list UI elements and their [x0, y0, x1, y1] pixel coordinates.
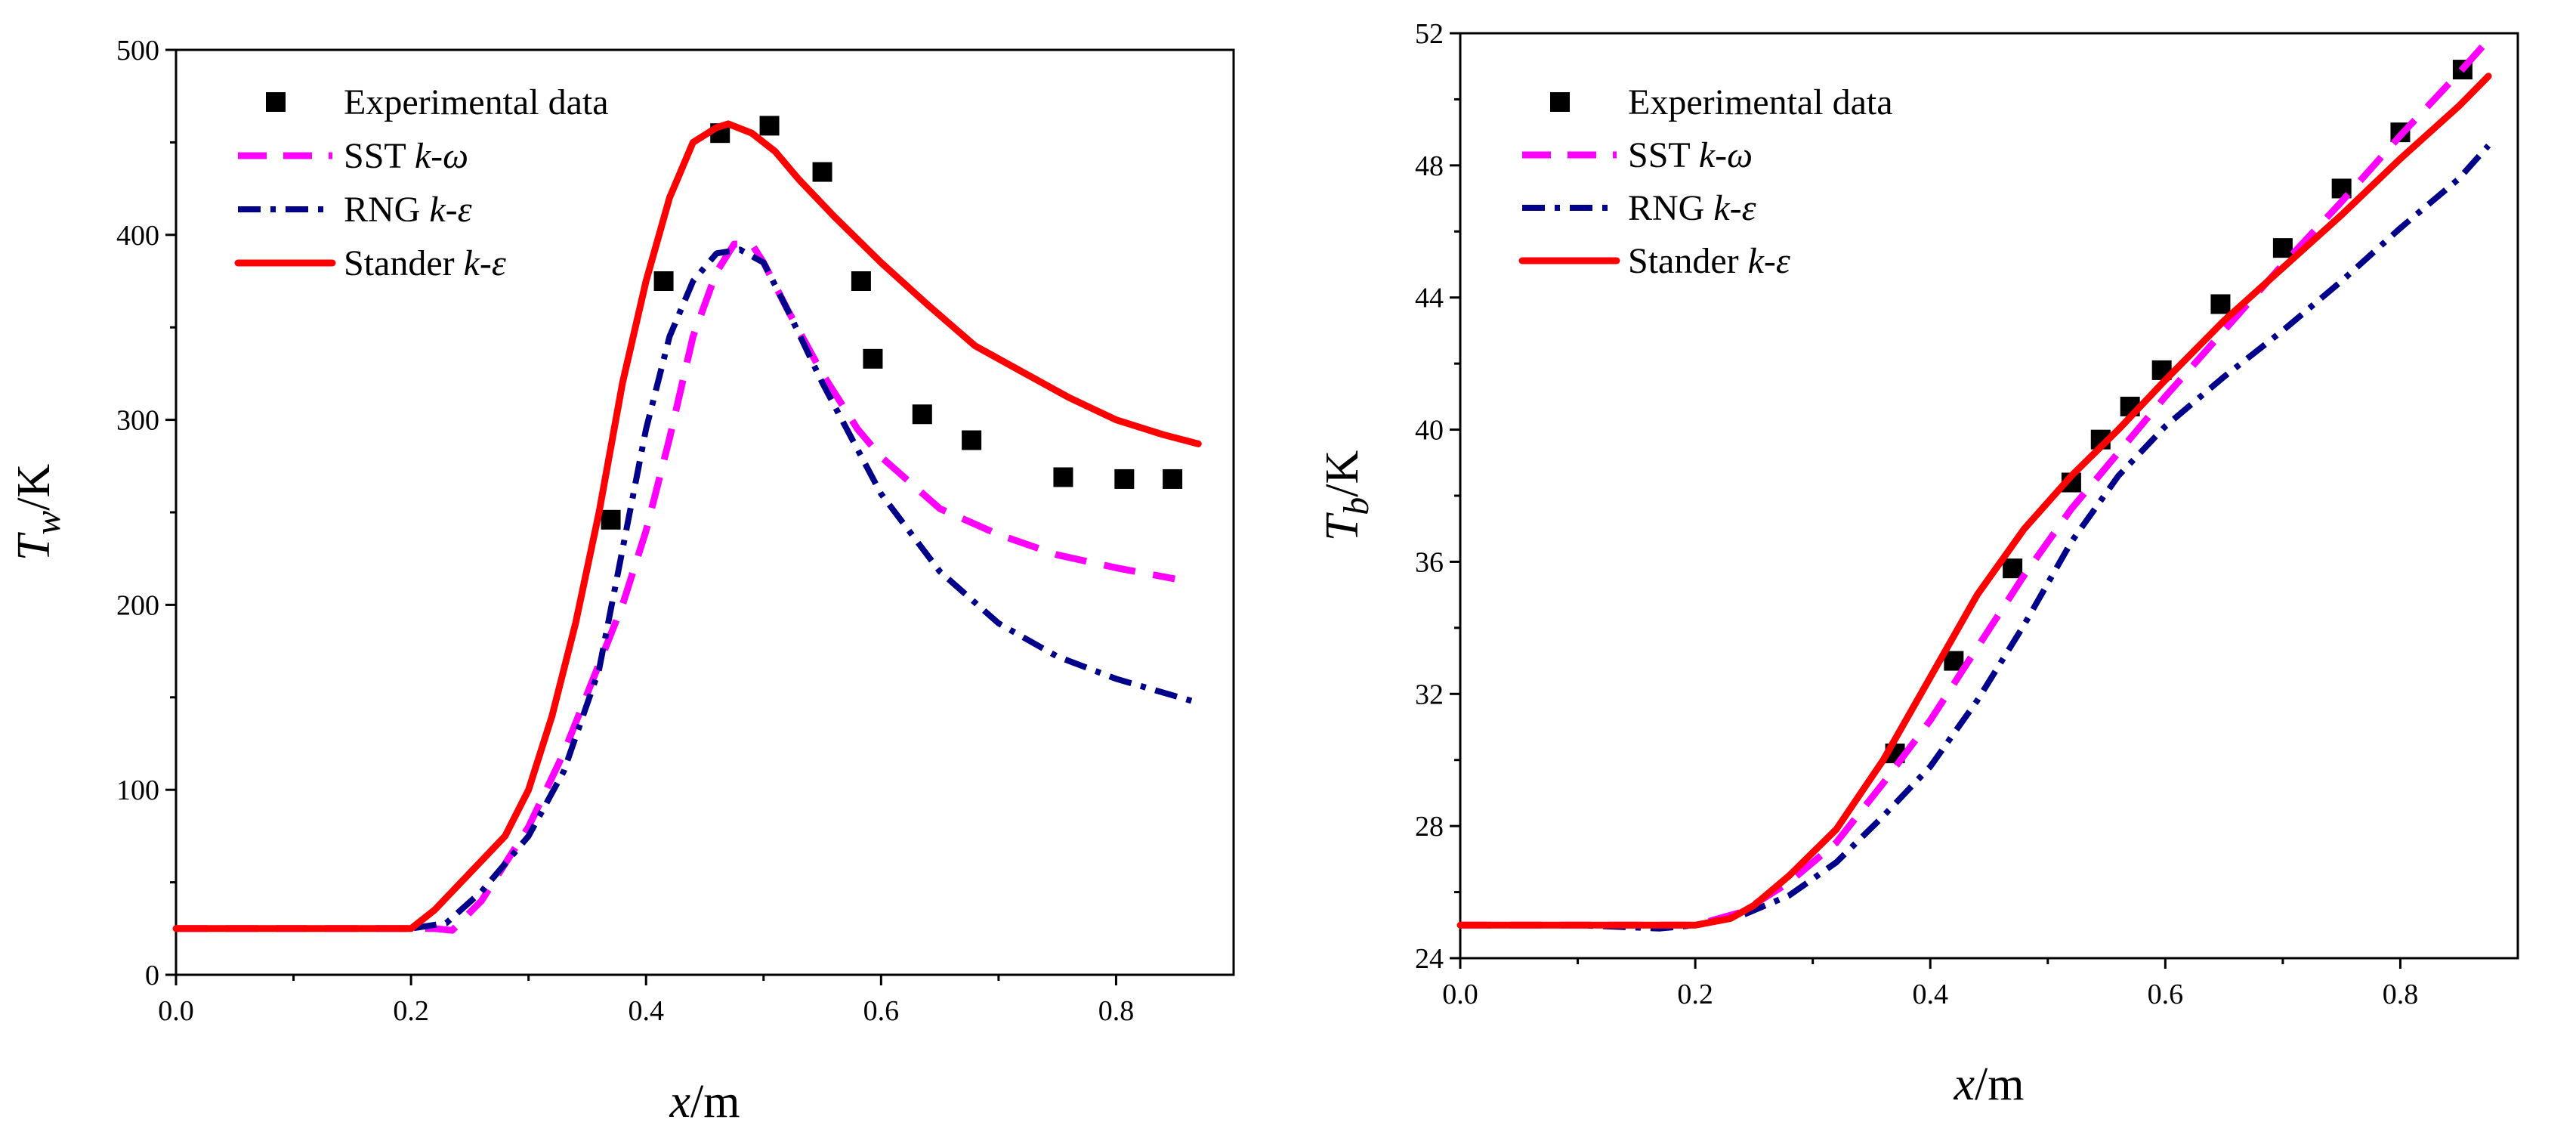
- legend-label-std: Stander k-ε: [1628, 241, 1790, 281]
- plot-frame-right: [1459, 32, 2519, 960]
- y-tick-label: 28: [1415, 811, 1444, 843]
- y-tick-label: 100: [116, 775, 159, 806]
- y-tick-label: 32: [1415, 679, 1444, 710]
- legend-marker-exp: [1550, 92, 1570, 112]
- ticks-right: 0.0 0.2 0.4 0.6 0.8 24 28 32 36 40 44 48 52: [1415, 18, 2418, 1010]
- series-line-sst: [176, 240, 1176, 934]
- experimental-point: [912, 404, 932, 425]
- legend-label-rng: RNG k-ε: [344, 190, 472, 230]
- y-tick-label: 300: [116, 405, 159, 437]
- experimental-point: [962, 430, 982, 450]
- series-line-rng: [176, 246, 1200, 932]
- x-tick-label: 0.4: [1912, 979, 1948, 1010]
- series-line-sst: [1460, 37, 2491, 929]
- experimental-point: [653, 271, 674, 291]
- legend-label-exp: Experimental data: [344, 82, 609, 122]
- series-line-std: [1456, 73, 2492, 929]
- experimental-point: [1114, 469, 1135, 489]
- y-tick-label: 200: [116, 589, 159, 621]
- experimental-point: [1163, 469, 1183, 489]
- y-axis-title: Tw/K: [8, 464, 68, 561]
- y-tick-label: 500: [116, 35, 159, 66]
- experimental-point: [851, 271, 871, 291]
- experimental-point: [812, 162, 832, 182]
- experimental-point: [601, 509, 621, 530]
- y-tick-label: 48: [1415, 150, 1444, 182]
- y-tick-label: 0: [145, 960, 159, 991]
- x-tick-label: 0.6: [863, 995, 900, 1027]
- axis-titles-right: x/m Tb/K: [1317, 450, 2024, 1110]
- legend-marker-exp: [266, 92, 286, 112]
- x-tick-label: 0.2: [393, 995, 429, 1027]
- experimental-point: [1053, 467, 1073, 487]
- legend-left: Experimental data SST k-ω RNG k-ε Stander k…: [234, 82, 609, 283]
- chart-left: 0.0 0.2 0.4 0.6 0.8 0 100 200 300 400 500 Experime…: [8, 35, 1235, 1127]
- plot-frame-left: [175, 48, 1235, 976]
- series-right: [1456, 37, 2492, 932]
- y-tick-label: 40: [1415, 415, 1444, 447]
- y-tick-label: 24: [1415, 943, 1444, 975]
- experimental-point: [863, 348, 883, 369]
- x-tick-label: 0.8: [2383, 979, 2419, 1010]
- legend-label-exp: Experimental data: [1628, 82, 1893, 122]
- chart-right: 0.0 0.2 0.4 0.6 0.8 24 28 32 36 40 44 48 52 Experime…: [1317, 18, 2519, 1110]
- experimental-point: [2210, 294, 2231, 314]
- x-axis-title: x/m: [669, 1076, 740, 1127]
- x-tick-label: 0.8: [1098, 995, 1135, 1027]
- legend-label-std: Stander k-ε: [344, 243, 506, 283]
- y-tick-label: 36: [1415, 546, 1444, 578]
- ticks-left: 0.0 0.2 0.4 0.6 0.8 0 100 200 300 400 500: [116, 35, 1134, 1027]
- x-tick-label: 0.6: [2148, 979, 2184, 1010]
- axis-titles-left: x/m Tw/K: [8, 464, 740, 1127]
- x-tick-label: 0.2: [1677, 979, 1713, 1010]
- legend-label-rng: RNG k-ε: [1628, 188, 1756, 228]
- legend-label-sst: SST k-ω: [1628, 135, 1753, 175]
- y-tick-label: 44: [1415, 283, 1444, 314]
- experimental-point: [2003, 558, 2023, 579]
- legend-label-sst: SST k-ω: [344, 136, 468, 176]
- x-tick-label: 0.0: [1442, 979, 1478, 1010]
- series-left: [172, 116, 1202, 934]
- experimental-point: [759, 116, 780, 136]
- legend-right: Experimental data SST k-ω RNG k-ε Stander k…: [1518, 82, 1893, 281]
- x-tick-label: 0.0: [158, 995, 194, 1027]
- x-axis-title: x/m: [1954, 1059, 2025, 1110]
- y-tick-label: 400: [116, 220, 159, 252]
- series-line-std: [172, 120, 1202, 932]
- y-axis-title: Tb/K: [1317, 450, 1376, 542]
- x-tick-label: 0.4: [628, 995, 664, 1027]
- experimental-point: [2272, 238, 2293, 258]
- y-tick-label: 52: [1415, 18, 1444, 50]
